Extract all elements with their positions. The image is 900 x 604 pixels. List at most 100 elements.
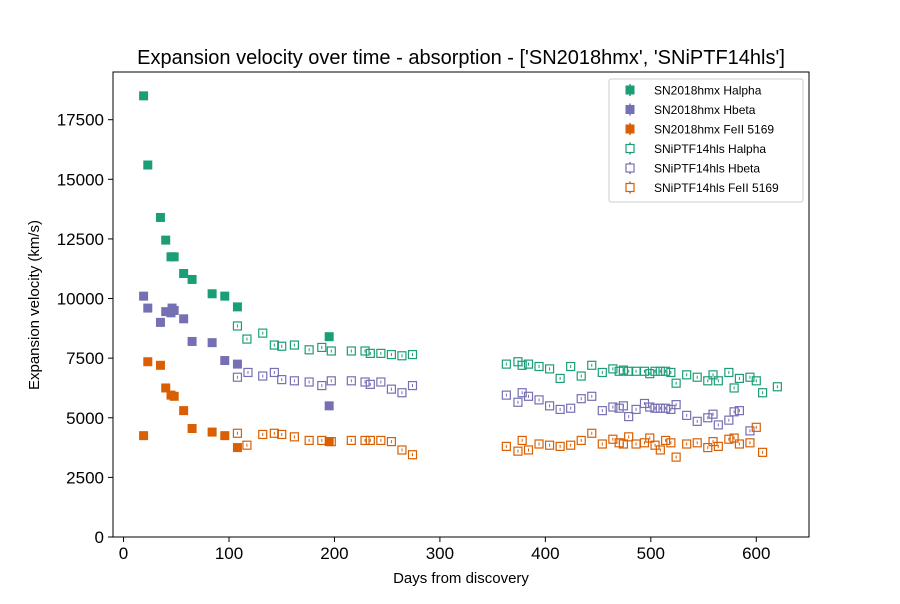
data-point <box>143 303 153 313</box>
legend-marker-icon <box>625 124 635 134</box>
y-tick-label: 7500 <box>66 349 104 368</box>
y-tick-label: 10000 <box>57 290 104 309</box>
legend-marker-icon <box>625 182 635 193</box>
data-point <box>682 410 692 420</box>
legend-label: SNiPTF14hls Halpha <box>654 142 766 156</box>
data-point <box>501 390 511 400</box>
data-point <box>232 321 243 331</box>
data-point <box>729 383 739 393</box>
x-tick-label: 0 <box>119 544 128 563</box>
data-point <box>207 338 217 348</box>
data-point <box>501 441 511 451</box>
legend-label: SN2018hmx FeII 5169 <box>654 123 774 137</box>
data-point <box>220 291 230 301</box>
data-point <box>757 388 768 398</box>
series-3 <box>139 357 334 453</box>
data-point <box>179 406 189 416</box>
data-point <box>597 367 607 378</box>
data-point <box>708 437 718 447</box>
data-point <box>258 371 268 381</box>
x-axis-label: Days from discovery <box>393 570 529 587</box>
data-point <box>324 401 334 411</box>
data-point <box>734 406 745 416</box>
legend-item: SNiPTF14hls FeII 5169 <box>625 181 779 195</box>
data-point <box>587 391 597 401</box>
data-point <box>365 435 375 446</box>
data-point <box>304 377 314 387</box>
x-tick-label: 300 <box>426 544 454 563</box>
y-axis: 0 2500 5000 7500 10000 12500 15000 17500 <box>57 111 113 547</box>
data-point <box>751 422 761 432</box>
legend-label: SNiPTF14hls Hbeta <box>654 162 760 176</box>
data-point <box>624 366 634 376</box>
data-point <box>576 394 586 404</box>
data-point <box>544 401 555 411</box>
legend-item: SN2018hmx Halpha <box>625 84 762 98</box>
data-point <box>220 356 230 366</box>
legend-marker-icon <box>625 143 635 154</box>
data-point <box>523 359 534 369</box>
data-point <box>729 433 739 443</box>
data-point <box>143 357 153 367</box>
data-point <box>666 404 676 415</box>
data-point <box>139 291 149 301</box>
data-point <box>376 377 386 387</box>
data-point <box>187 336 197 346</box>
legend-item: SN2018hmx Hbeta <box>625 103 756 117</box>
legend-marker-icon <box>625 105 635 114</box>
data-point <box>517 360 527 370</box>
data-point <box>179 314 189 324</box>
data-point <box>155 360 165 370</box>
data-point <box>660 435 671 446</box>
plot-area <box>139 91 782 462</box>
data-point <box>645 369 655 379</box>
data-point <box>682 370 692 380</box>
data-point <box>317 435 327 446</box>
data-point <box>618 439 629 449</box>
data-point <box>671 378 681 388</box>
data-point <box>666 438 676 448</box>
data-point <box>757 447 768 457</box>
data-point <box>304 345 314 355</box>
data-point <box>232 359 242 369</box>
y-tick-label: 15000 <box>57 170 104 189</box>
data-point <box>587 360 597 370</box>
data-point <box>289 376 299 386</box>
data-point <box>645 433 655 443</box>
y-tick-label: 12500 <box>57 230 104 249</box>
data-point <box>692 372 702 382</box>
data-point <box>161 307 171 317</box>
data-point <box>517 435 527 446</box>
series-5 <box>232 367 755 436</box>
legend-marker-icon <box>625 85 635 95</box>
data-point <box>258 328 268 338</box>
x-tick-label: 500 <box>637 544 665 563</box>
data-point <box>650 440 660 450</box>
data-point <box>326 437 336 447</box>
data-point <box>639 366 650 376</box>
data-point <box>397 351 407 361</box>
data-point <box>304 435 314 446</box>
legend: SN2018hmx Halpha SN2018hmx Hbeta SN2018hmx… <box>608 78 804 203</box>
data-point <box>324 332 334 342</box>
y-tick-label: 5000 <box>66 409 104 428</box>
data-point <box>277 341 287 351</box>
data-point <box>703 376 713 386</box>
data-point <box>555 404 565 415</box>
x-axis: 0 100 200 300 400 500 600 <box>119 537 770 563</box>
data-point <box>608 402 618 412</box>
data-point <box>139 431 149 441</box>
data-point <box>655 403 665 413</box>
data-point <box>523 445 534 455</box>
data-point <box>566 361 576 372</box>
data-point <box>207 427 217 437</box>
legend-label: SN2018hmx Halpha <box>654 84 762 98</box>
data-point <box>682 439 692 449</box>
data-point <box>365 348 375 358</box>
data-point <box>269 367 279 378</box>
series-6 <box>232 422 768 462</box>
y-tick-label: 2500 <box>66 468 104 487</box>
data-point <box>397 445 407 455</box>
data-point <box>179 269 189 278</box>
